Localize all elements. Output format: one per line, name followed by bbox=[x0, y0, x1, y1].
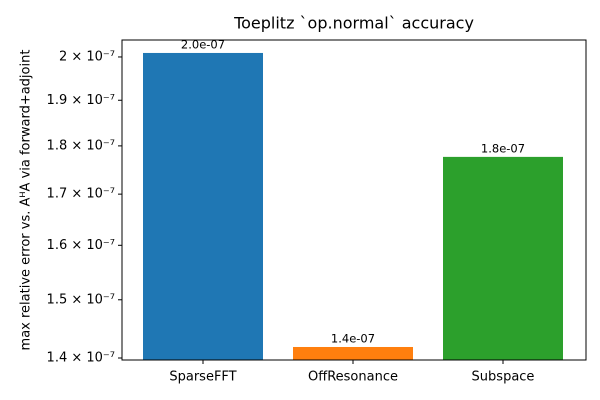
chart-title: Toeplitz `op.normal` accuracy bbox=[233, 14, 474, 33]
value-label: 1.4e-07 bbox=[331, 331, 375, 345]
x-tick-label: Subspace bbox=[472, 370, 535, 385]
plot-frame bbox=[121, 39, 587, 361]
y-tick-label: 1.9 × 10⁻⁷ bbox=[47, 93, 115, 108]
y-tick-label: 1.5 × 10⁻⁷ bbox=[47, 292, 115, 307]
bar bbox=[443, 156, 563, 360]
y-tick-label: 1.4 × 10⁻⁷ bbox=[47, 351, 115, 366]
y-tick-label: 1.7 × 10⁻⁷ bbox=[47, 187, 115, 202]
y-tick-label: 2 × 10⁻⁷ bbox=[59, 49, 115, 64]
x-tick-label: SparseFFT bbox=[169, 370, 236, 385]
bar bbox=[143, 52, 263, 360]
y-tick-label: 1.6 × 10⁻⁷ bbox=[47, 238, 115, 253]
value-label: 1.8e-07 bbox=[481, 141, 525, 155]
y-axis-label: max relative error vs. AᴴA via forward+a… bbox=[19, 50, 34, 351]
value-label: 2.0e-07 bbox=[181, 37, 225, 51]
y-tick-label: 1.8 × 10⁻⁷ bbox=[47, 138, 115, 153]
x-tick-label: OffResonance bbox=[308, 370, 398, 385]
bar bbox=[293, 346, 413, 360]
